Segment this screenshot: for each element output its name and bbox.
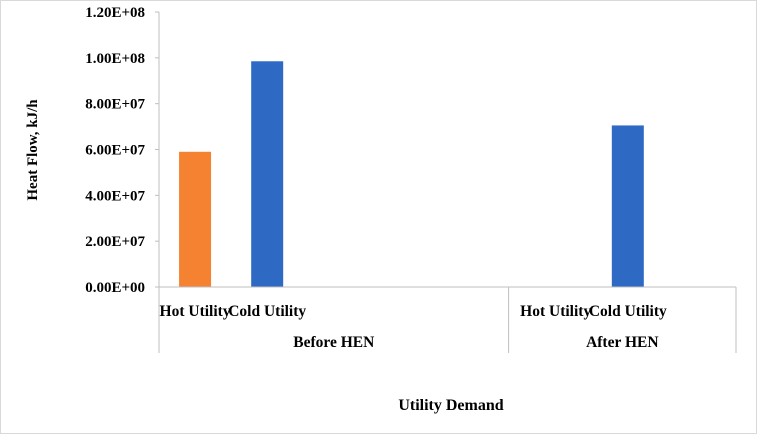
- y-tick-label: 8.00E+07: [85, 97, 145, 113]
- bar-before-hen-cold-utility: [251, 61, 284, 288]
- bar-before-hen-hot-utility: [179, 151, 212, 287]
- x-axis-label: Utility Demand: [398, 397, 503, 414]
- y-tick-label: 6.00E+07: [85, 143, 145, 159]
- y-axis-label: Heat Flow, kJ/h: [25, 99, 41, 201]
- category-label: Hot Utility: [520, 303, 591, 320]
- group-label: Before HEN: [293, 334, 374, 351]
- y-tick-label: 1.00E+08: [85, 51, 145, 67]
- y-tick-label: 0.00E+00: [85, 280, 145, 296]
- bar-after-hen-cold-utility: [611, 125, 644, 287]
- y-tick-label: 4.00E+07: [85, 188, 145, 204]
- category-label: Hot Utility: [160, 303, 231, 320]
- category-label: Cold Utility: [228, 303, 306, 320]
- y-tick-label: 1.20E+08: [85, 5, 145, 21]
- group-label: After HEN: [586, 334, 658, 351]
- y-tick-label: 2.00E+07: [85, 234, 145, 250]
- category-label: Cold Utility: [589, 303, 667, 320]
